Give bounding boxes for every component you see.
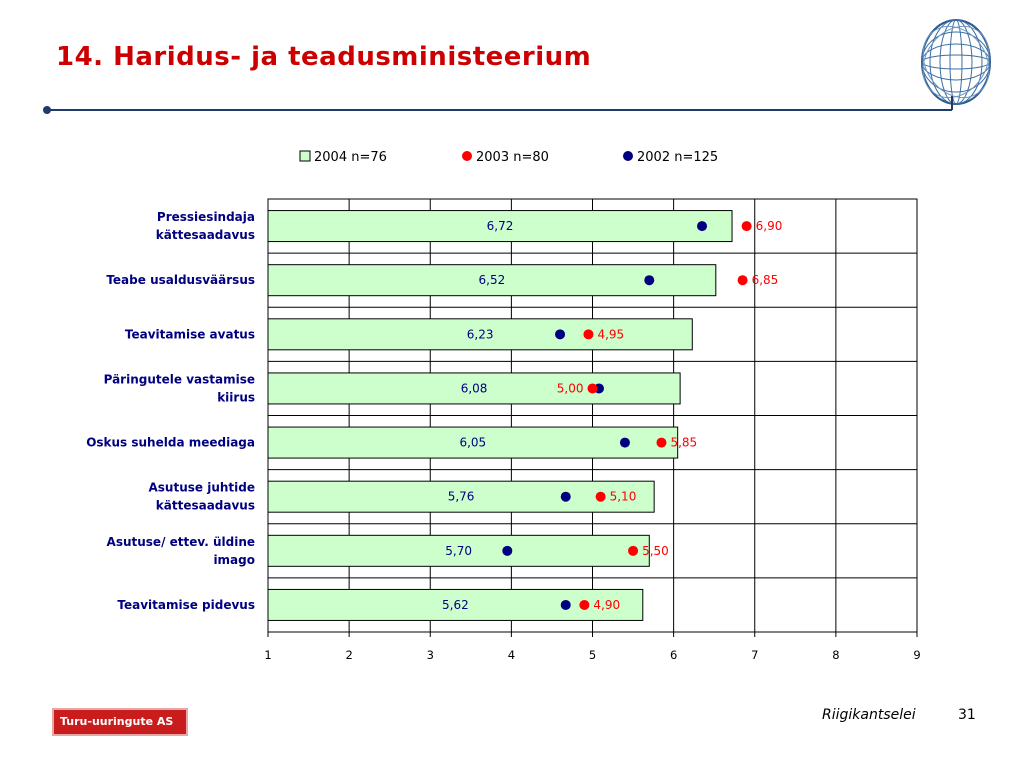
bar-2004 [267,534,650,567]
legend-swatch-square [299,150,311,162]
legend-swatch-dot [623,151,633,161]
category-label: Asutuse/ ettev. üldine [107,535,255,549]
x-tick-label: 9 [913,648,920,662]
marker-2003 [741,221,752,232]
marker-2002 [560,599,571,610]
legend-label: 2003 n=80 [476,150,549,165]
category-label: Teabe usaldusväärsus [106,273,255,287]
marker-value-label-2003: 5,50 [642,544,669,558]
bar-2004 [267,480,655,513]
category-label: kättesaadavus [156,228,255,242]
legend-swatch-dot [462,151,472,161]
legend-label: 2002 n=125 [637,150,718,165]
marker-2002 [502,545,513,556]
marker-2003 [656,437,667,448]
category-label: Oskus suhelda meediaga [86,436,255,450]
x-tick-label: 1 [264,648,271,662]
marker-value-label-2003: 5,00 [557,381,584,395]
bar-2004 [267,426,679,459]
marker-2003 [628,545,639,556]
category-label: kiirus [217,390,255,404]
x-tick-label: 2 [345,648,352,662]
legend-item-2002: 2002 n=125 [623,150,718,165]
x-tick-label: 6 [670,648,677,662]
marker-2002 [560,491,571,502]
legend-item-2004: 2004 n=76 [299,150,387,165]
marker-value-label-2003: 6,85 [752,273,779,287]
bar-value-label: 6,08 [461,381,488,395]
category-label: Teavitamise avatus [125,327,255,341]
bar-2004 [267,264,717,297]
marker-2002 [644,275,655,286]
category-label: imago [213,553,255,567]
x-axis: 1 2 3 4 5 6 7 8 9 [264,632,921,662]
company-logo: Turu-uuringute AS [52,708,188,736]
marker-2003 [737,275,748,286]
legend-item-2003: 2003 n=80 [462,150,549,165]
marker-value-label-2003: 4,95 [597,327,624,341]
x-tick-label: 3 [427,648,434,662]
marker-2002 [697,221,708,232]
marker-value-label-2003: 4,90 [593,598,620,612]
marker-2002 [619,437,630,448]
marker-2003 [583,329,594,340]
marker-2003 [579,599,590,610]
category-label: Pressiesindaja [157,210,255,224]
category-label: kättesaadavus [156,499,255,513]
category-label: Teavitamise pidevus [117,598,255,612]
marker-value-label-2003: 5,85 [670,436,697,450]
x-tick-label: 4 [508,648,515,662]
x-tick-label: 8 [832,648,839,662]
bar-value-label: 5,70 [445,544,472,558]
page-title: 14. Haridus- ja teadusministeerium [56,42,592,72]
bars: 6,72 6,52 6,23 6,08 6,05 5,76 5,70 5,62 [267,210,733,621]
chart-grid [267,198,918,633]
x-tick-label: 7 [751,648,758,662]
legend-label: 2004 n=76 [314,150,387,165]
x-tick-label: 5 [589,648,596,662]
bar-2004 [267,372,681,405]
bar-value-label: 6,52 [479,273,506,287]
marker-2002 [555,329,566,340]
category-label: Päringutele vastamise [104,372,255,386]
bar-value-label: 6,72 [487,219,514,233]
legend: 2004 n=76 2003 n=80 2002 n=125 [299,150,718,165]
logo-text: Turu-uuringute AS [60,715,174,728]
markers: 6,90 6,85 4,95 5,00 5,85 5,10 5,50 4,90 [502,219,782,612]
bar-value-label: 6,05 [459,436,486,450]
bar-2004 [267,318,693,351]
bar-value-label: 5,76 [448,490,475,504]
bar-value-label: 5,62 [442,598,469,612]
marker-2003 [595,491,606,502]
bar-2004 [267,210,733,243]
marker-value-label-2003: 5,10 [610,490,637,504]
category-label: Asutuse juhtide [149,481,256,495]
footer-text: Riigikantselei [822,707,916,723]
marker-value-label-2003: 6,90 [756,219,783,233]
page-number: 31 [958,707,976,723]
bar-value-label: 6,23 [467,327,494,341]
marker-2003 [587,383,598,394]
category-labels: Pressiesindaja kättesaadavus Teabe usaldus… [86,210,255,612]
